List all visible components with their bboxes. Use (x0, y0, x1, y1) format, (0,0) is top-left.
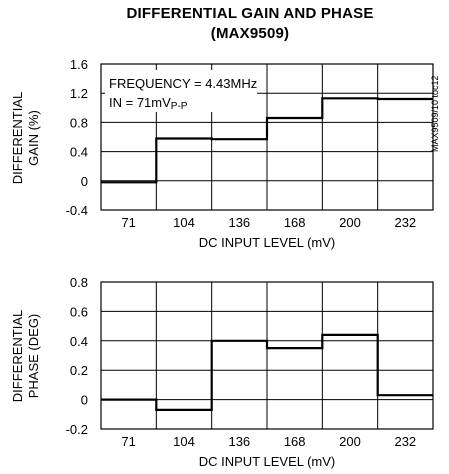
chart2-x-tick-label: 200 (339, 434, 361, 449)
chart1-x-tick-label: 71 (121, 215, 135, 230)
chart1-annotation-input-main: IN = 71mV (109, 95, 171, 110)
chart1-y-tick-label: -0.4 (66, 203, 88, 218)
chart1-x-tick-label: 200 (339, 215, 361, 230)
chart1-annotation-frequency: FREQUENCY = 4.43MHz (109, 76, 257, 91)
chart2-x-tick-label: 168 (284, 434, 306, 449)
chart2-y-axis-label-line: DIFFERENTIAL (10, 310, 25, 402)
chart2-y-tick-label: 0.4 (70, 334, 88, 349)
chart2-y-tick-label: 0.8 (70, 275, 88, 290)
chart2-y-tick-label: 0.2 (70, 363, 88, 378)
chart1-y-axis-label-line: GAIN (%) (26, 110, 41, 166)
chart2-y-axis-label-line: PHASE (DEG) (26, 314, 41, 399)
chart1-x-tick-label: 136 (228, 215, 250, 230)
chart1-y-axis-label-line: DIFFERENTIAL (10, 92, 25, 184)
chart2-y-tick-label: 0 (81, 393, 88, 408)
chart1-x-tick-label: 104 (173, 215, 195, 230)
chart2-x-tick-label: 136 (228, 434, 250, 449)
chart1-x-tick-label: 168 (284, 215, 306, 230)
chart1-y-tick-label: 0.4 (70, 145, 88, 160)
chart2-y-tick-label: -0.2 (66, 422, 88, 437)
chart1-x-tick-label: 232 (394, 215, 416, 230)
chart2-y-axis-label: DIFFERENTIALPHASE (DEG) (10, 310, 41, 402)
chart2-x-tick-label: 232 (394, 434, 416, 449)
chart1-annotation-input-subscript: P-P (171, 101, 188, 112)
chart2-y-tick-label: 0.6 (70, 304, 88, 319)
chart1-y-axis-label: DIFFERENTIALGAIN (%) (10, 92, 41, 184)
chart1-y-tick-label: 1.2 (70, 86, 88, 101)
chart2-x-tick-label: 104 (173, 434, 195, 449)
chart1-x-axis-label: DC INPUT LEVEL (mV) (199, 235, 336, 250)
chart1-y-tick-label: 0 (81, 174, 88, 189)
chart1-y-tick-label: 1.6 (70, 57, 88, 72)
chart2-x-tick-label: 71 (121, 434, 135, 449)
chart1-y-tick-label: 0.8 (70, 115, 88, 130)
chart2-x-axis-label: DC INPUT LEVEL (mV) (199, 454, 336, 469)
